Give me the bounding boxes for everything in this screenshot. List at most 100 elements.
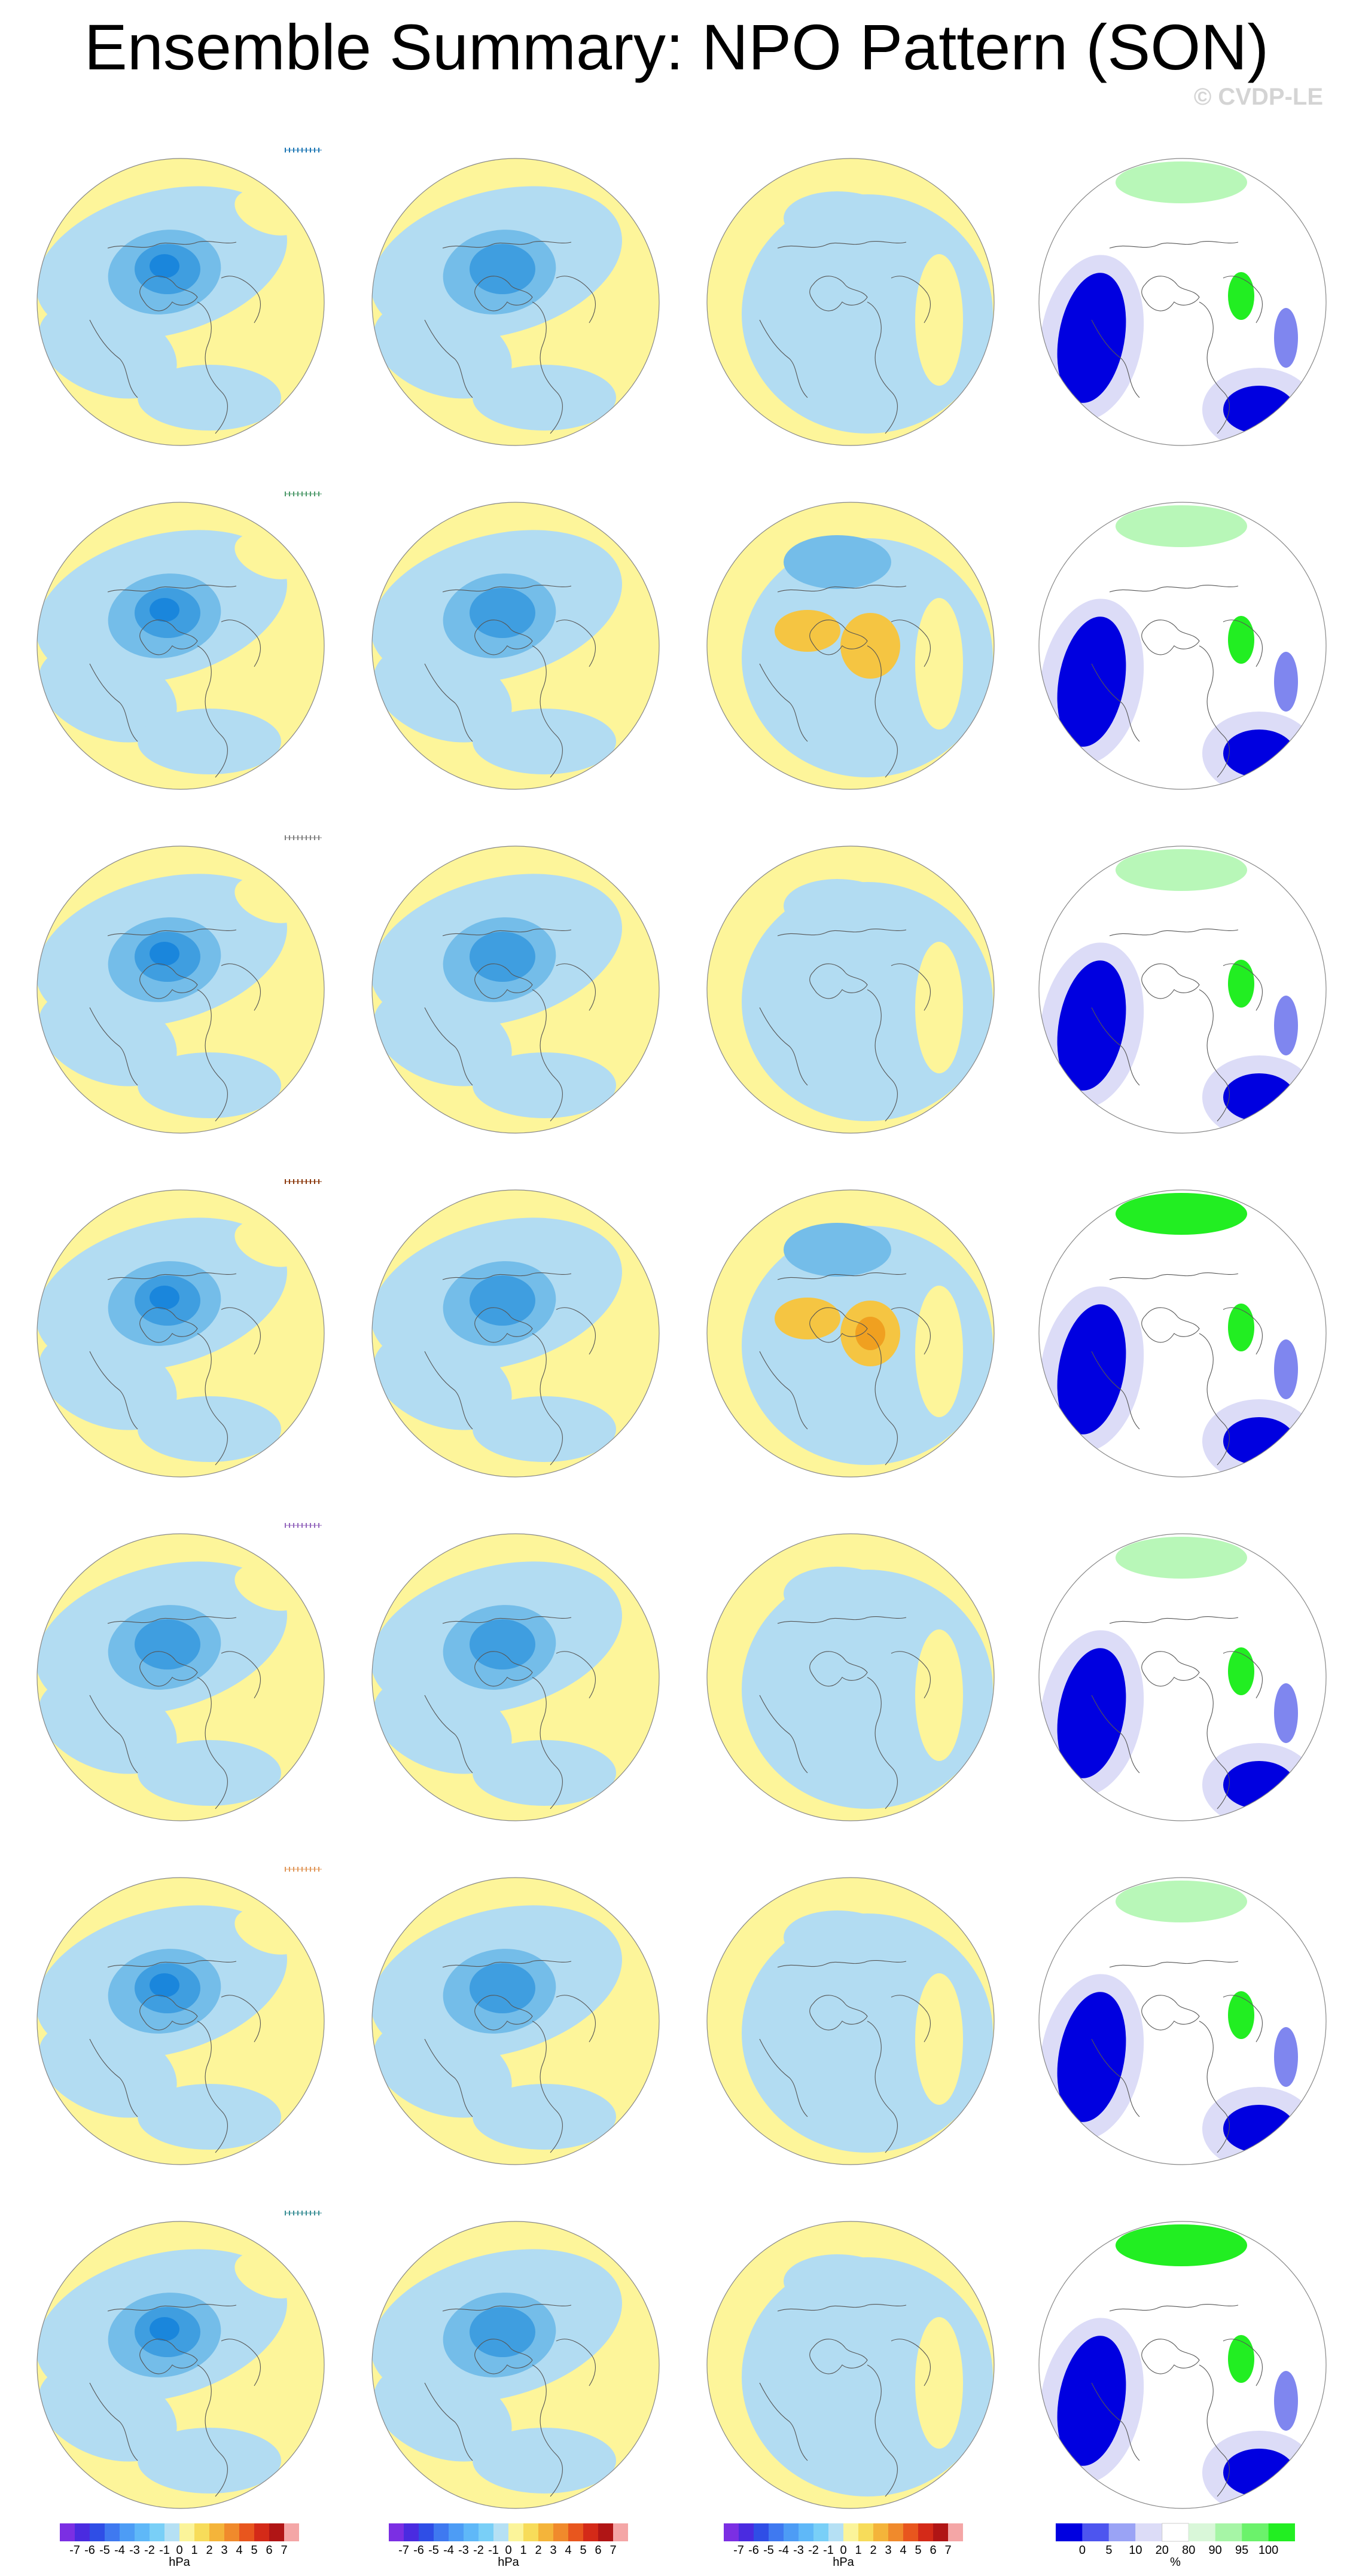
- coastline-2: [777, 2304, 907, 2312]
- difference-neutral-east: [915, 942, 963, 1073]
- rank-mid-east: [1274, 652, 1298, 712]
- negative-region-west: [373, 645, 512, 743]
- negative-region-core: [150, 1286, 179, 1310]
- difference-neutral-east: [915, 1629, 963, 1761]
- coastline-2: [1109, 241, 1239, 249]
- coastline-3: [1091, 319, 1140, 398]
- coastline-4: [1223, 619, 1263, 667]
- colorbar-swatch: [254, 2523, 269, 2541]
- colorbar-tick-label: -7: [398, 2544, 409, 2557]
- coastline-2: [1109, 2304, 1239, 2312]
- colorbar-tick-label: -5: [428, 2544, 439, 2557]
- coastline-0: [809, 1995, 868, 2031]
- coastline-0: [474, 963, 533, 999]
- hpa-colorbar-2-tick-labels: -7 -6 -5 -4 -3 -2 -1 0 1 2 3 4 5 6 7: [383, 2544, 634, 2557]
- colorbar-tick-label: 3: [550, 2544, 557, 2557]
- colorbar-tick-label: 6: [930, 2544, 937, 2557]
- difference-positive-west: [775, 610, 840, 652]
- difference-neutral-east: [915, 1973, 963, 2105]
- coastline-4: [556, 619, 596, 667]
- coastline-4: [556, 276, 596, 323]
- rank-low-core: [1057, 2336, 1126, 2466]
- colorbar-tick-label: -6: [84, 2544, 95, 2557]
- polar-map: [1038, 502, 1327, 790]
- negative-region-strong: [470, 1619, 535, 1669]
- polar-map: [1038, 1533, 1327, 1821]
- map-border: [706, 1533, 995, 1821]
- coastline-4: [891, 963, 931, 1011]
- ensemble-stats: [270, 2209, 330, 2217]
- coastline-3: [759, 1351, 808, 1430]
- coastline-0: [139, 619, 198, 655]
- panel-model-6: [18, 2186, 356, 2529]
- coastline-1: [532, 301, 563, 434]
- coastline-0: [809, 276, 868, 312]
- coastline-4: [1223, 1995, 1263, 2043]
- negative-region-south: [473, 2428, 616, 2493]
- negative-region-west: [373, 2364, 512, 2462]
- hpa-colorbar-1-swatches: [60, 2523, 299, 2541]
- coastline-4: [221, 1995, 261, 2043]
- coastline-4: [221, 963, 261, 1011]
- colorbar-swatch: [389, 2523, 404, 2541]
- coastline-0: [1141, 963, 1200, 999]
- coastline-2: [107, 2304, 237, 2312]
- panel-rank-1: [1020, 466, 1353, 810]
- coastline-1: [1199, 989, 1230, 1122]
- colorbar-tick-label: 0: [840, 2544, 847, 2557]
- polar-map: [371, 846, 660, 1134]
- colorbar-swatch: [858, 2523, 873, 2541]
- coastline-4: [891, 276, 931, 323]
- coastline-1: [197, 2020, 228, 2153]
- colorbar-tick-label: -6: [748, 2544, 759, 2557]
- rank-low-core: [1057, 616, 1126, 747]
- coastline-3: [89, 2038, 138, 2117]
- colorbar-tick-label: -1: [823, 2544, 834, 2557]
- coastline-0: [1141, 619, 1200, 655]
- coastline-0: [474, 1651, 533, 1687]
- map-border: [36, 158, 325, 446]
- coastline-3: [1091, 2038, 1140, 2117]
- coastline-2: [442, 585, 572, 593]
- coastline-4: [891, 1307, 931, 1355]
- coastline-3: [89, 1007, 138, 1086]
- negative-region-west: [38, 988, 177, 1086]
- panel-model-5: [18, 1842, 356, 2186]
- coastline-2: [1109, 1616, 1239, 1624]
- polar-map: [1038, 846, 1327, 1134]
- coastline-3: [1091, 1695, 1140, 1774]
- rank-high-north: [1116, 505, 1247, 547]
- negative-region-south: [138, 1396, 281, 1462]
- coastline-0: [474, 1995, 533, 2031]
- colorbar-tick-label: 2: [535, 2544, 542, 2557]
- coastline-0: [139, 1995, 198, 2031]
- coastline-1: [867, 989, 898, 1122]
- coastline-3: [424, 2382, 473, 2461]
- colorbar-swatch: [739, 2523, 754, 2541]
- negative-region-west: [38, 645, 177, 743]
- hpa-colorbar-2-unit: hPa: [498, 2556, 519, 2569]
- colorbar-swatch: [404, 2523, 419, 2541]
- coastline-0: [1141, 276, 1200, 312]
- polar-map: [706, 1877, 995, 2165]
- rank-high-north: [1116, 1537, 1247, 1579]
- colorbar-tick-label: 0: [505, 2544, 512, 2557]
- colorbar-swatch: [1082, 2523, 1109, 2541]
- colorbar-tick-label: -3: [793, 2544, 804, 2557]
- coastline-4: [556, 1995, 596, 2043]
- coastline-1: [867, 645, 898, 778]
- negative-region-core: [150, 2317, 179, 2341]
- map-border: [1038, 158, 1327, 446]
- coastline-0: [139, 2339, 198, 2374]
- rank-low-core: [1057, 1648, 1126, 1778]
- coastline-1: [197, 1677, 228, 1809]
- negative-region-west: [373, 1332, 512, 1430]
- panel-rank-2: [1020, 810, 1353, 1154]
- coastline-1: [532, 2364, 563, 2497]
- coastline-3: [89, 1351, 138, 1430]
- colorbar-swatch: [888, 2523, 903, 2541]
- polar-map: [706, 1533, 995, 1821]
- colorbar-tick-label: -1: [488, 2544, 499, 2557]
- negative-region-west: [373, 2020, 512, 2118]
- coastline-0: [474, 276, 533, 312]
